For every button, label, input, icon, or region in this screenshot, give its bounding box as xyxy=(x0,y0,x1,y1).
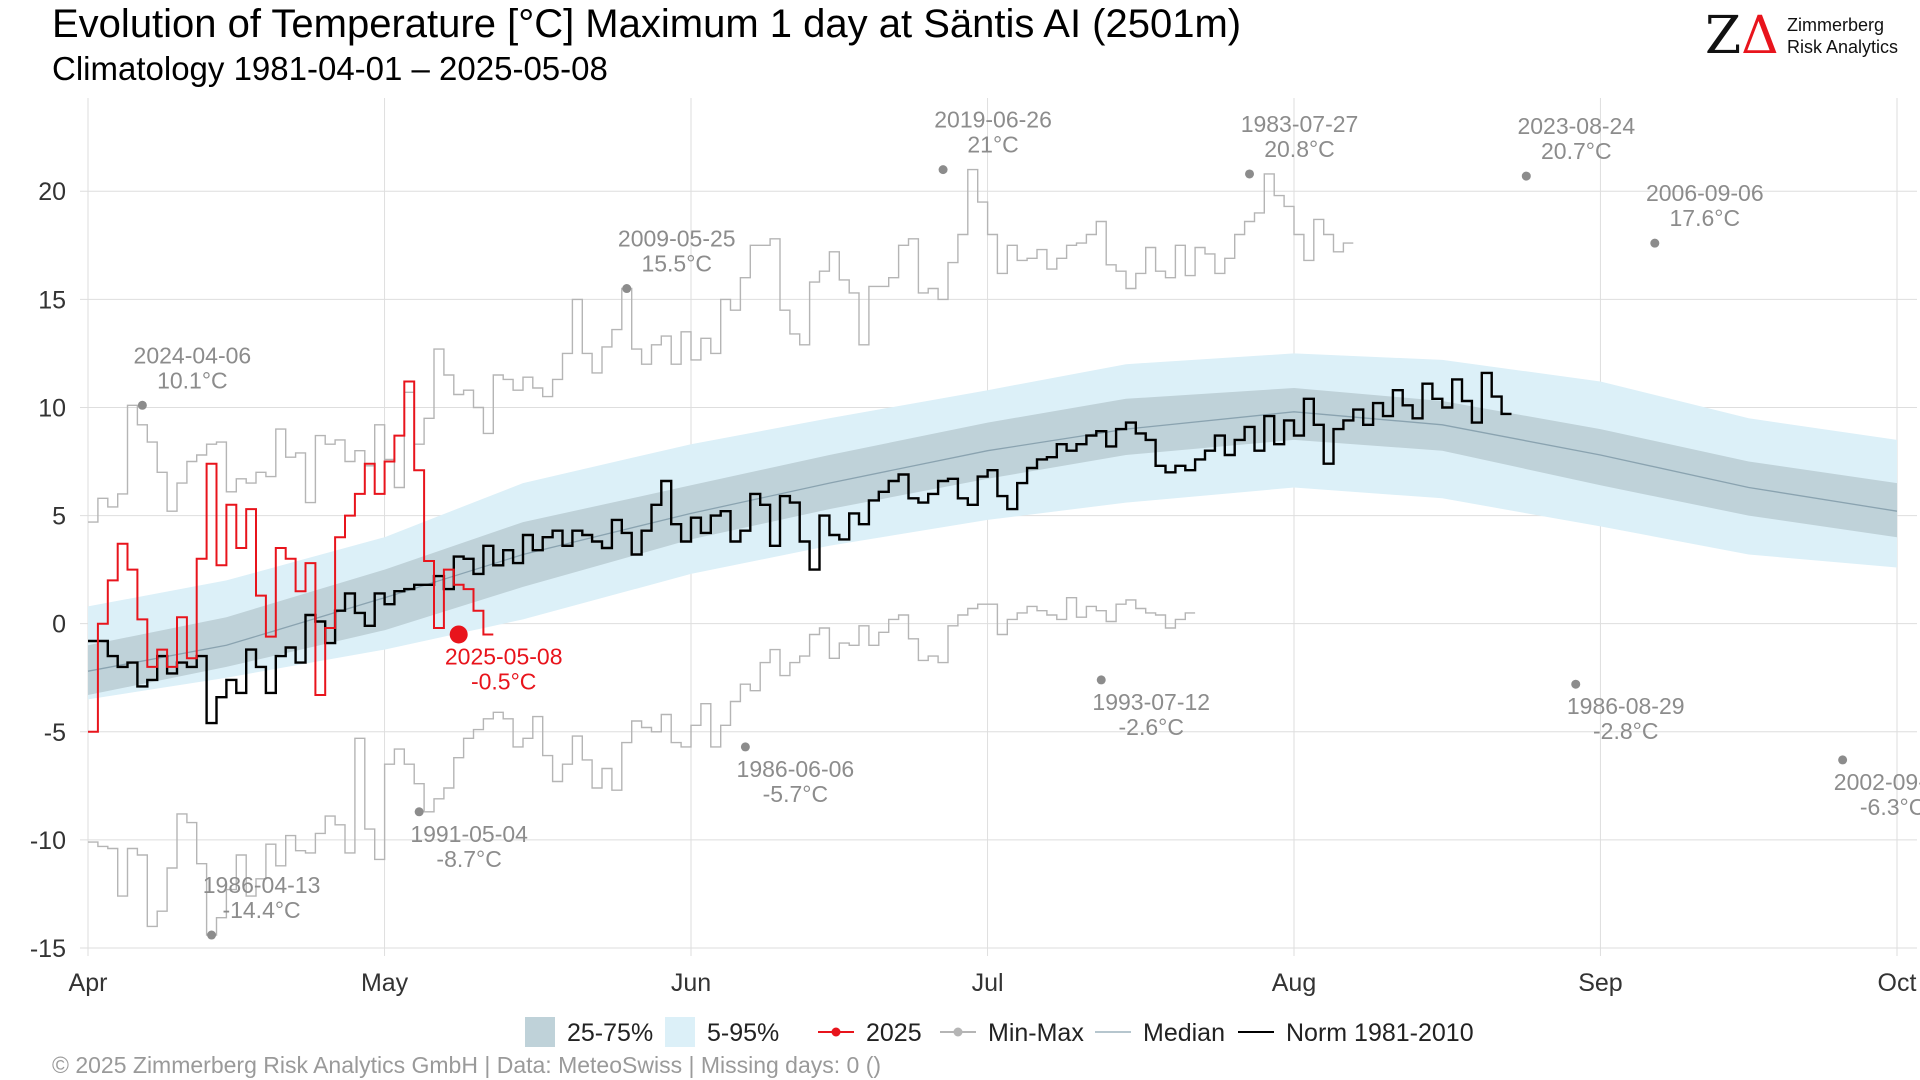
logo-line-1: Zimmerberg xyxy=(1787,15,1885,35)
legend-label-band_25_75: 25-75% xyxy=(567,1019,653,1047)
x-tick-label: Sep xyxy=(1578,969,1622,997)
x-tick-label: Apr xyxy=(69,969,108,997)
annotation-date: 1986-08-29 xyxy=(1567,693,1685,719)
y-tick-label: -15 xyxy=(30,935,66,963)
annotation-value: -5.7°C xyxy=(763,781,828,807)
annotation-value: 21°C xyxy=(967,132,1018,158)
annotation-value: 20.7°C xyxy=(1541,138,1612,164)
record-marker xyxy=(1650,238,1660,248)
annotation-value: -0.5°C xyxy=(471,668,536,694)
y-tick-label: 15 xyxy=(38,286,66,314)
year-2025-line xyxy=(88,380,494,733)
logo-line-2: Risk Analytics xyxy=(1787,37,1899,57)
norm-line xyxy=(88,371,1512,725)
y-tick-label: 0 xyxy=(52,611,66,639)
record-marker xyxy=(1245,169,1255,179)
legend-label-minmax: Min-Max xyxy=(988,1019,1084,1047)
annotation-value: -2.8°C xyxy=(1593,718,1658,744)
annotation-date: 2023-08-24 xyxy=(1517,113,1635,139)
logo-mark: ZΔ xyxy=(1705,6,1779,66)
axis-labels: -15 -10 -5 0 5 10 15 20 Apr May Jun Jul Aug Sep Oct xyxy=(30,178,1917,997)
y-tick-label: -10 xyxy=(30,827,66,855)
norm-series xyxy=(88,371,1512,725)
annotation-value: 15.5°C xyxy=(641,251,712,277)
annotation-date: 1991-05-04 xyxy=(410,821,528,847)
max-record-line xyxy=(88,168,1354,523)
annotation-date: 1983-07-27 xyxy=(1241,111,1359,137)
x-tick-label: May xyxy=(361,969,409,997)
annotation-date: 1986-06-06 xyxy=(737,756,855,782)
chart-subtitle: Climatology 1981-04-01 – 2025-05-08 xyxy=(52,50,608,87)
y-tick-label: -5 xyxy=(44,719,66,747)
x-tick-label: Jun xyxy=(671,969,711,997)
legend-dot-year_2025 xyxy=(831,1027,841,1037)
legend-label-band_5_95: 5-95% xyxy=(707,1019,779,1047)
record-marker xyxy=(1571,679,1581,689)
record-marker xyxy=(414,807,424,817)
legend-label-norm: Norm 1981-2010 xyxy=(1286,1019,1474,1047)
annotation-date: 1993-07-12 xyxy=(1092,689,1210,715)
legend-dot-minmax xyxy=(953,1027,963,1037)
annotation-date: 2009-05-25 xyxy=(618,226,736,252)
legend-swatch-band_5_95 xyxy=(665,1017,695,1047)
annotation-date: 2002-09-25 xyxy=(1834,769,1920,795)
record-marker xyxy=(1096,675,1106,685)
y-tick-label: 20 xyxy=(38,178,66,206)
annotation-date: 2006-09-06 xyxy=(1646,180,1764,206)
record-marker xyxy=(938,165,948,175)
annotation-date: 1986-04-13 xyxy=(203,872,321,898)
x-tick-label: Aug xyxy=(1272,969,1316,997)
current-value-marker xyxy=(449,625,468,644)
footer-credit: © 2025 Zimmerberg Risk Analytics GmbH | … xyxy=(52,1052,882,1078)
record-marker xyxy=(740,742,750,752)
annotation-date: 2019-06-26 xyxy=(934,107,1052,133)
record-marker xyxy=(1838,755,1848,765)
annotation-value: -6.3°C xyxy=(1860,794,1920,820)
legend-label-median: Median xyxy=(1143,1019,1225,1047)
record-marker xyxy=(622,284,632,294)
minmax-series xyxy=(88,168,1354,936)
legend: 25-75% 5-95% 2025 Min-Max Median Norm 1981-20… xyxy=(525,1017,1474,1047)
annotation-value: -2.6°C xyxy=(1119,714,1184,740)
band-5-95 xyxy=(88,353,1897,700)
record-marker xyxy=(137,400,147,410)
legend-label-year_2025: 2025 xyxy=(866,1019,922,1047)
annotation-date: 2025-05-08 xyxy=(445,643,563,669)
record-marker xyxy=(207,930,217,940)
y-tick-label: 10 xyxy=(38,394,66,422)
annotation-value: 17.6°C xyxy=(1670,205,1741,231)
annotation-value: 10.1°C xyxy=(157,367,228,393)
annotation-value: 20.8°C xyxy=(1264,136,1335,162)
legend-swatch-band_25_75 xyxy=(525,1017,555,1047)
annotation-value: -8.7°C xyxy=(436,846,501,872)
logo-text: Zimmerberg Risk Analytics xyxy=(1787,14,1898,58)
x-tick-label: Oct xyxy=(1878,969,1917,997)
year-2025-series xyxy=(88,380,494,733)
record-marker xyxy=(1521,171,1531,181)
annotation-date: 2024-04-06 xyxy=(134,342,252,368)
min-record-line xyxy=(88,597,1196,936)
chart-title: Evolution of Temperature [°C] Maximum 1 … xyxy=(52,2,1242,46)
company-logo: ZΔ Zimmerberg Risk Analytics xyxy=(1705,6,1905,66)
x-tick-label: Jul xyxy=(972,969,1004,997)
y-tick-label: 5 xyxy=(52,503,66,531)
percentile-bands xyxy=(88,353,1897,700)
annotation-value: -14.4°C xyxy=(222,897,300,923)
